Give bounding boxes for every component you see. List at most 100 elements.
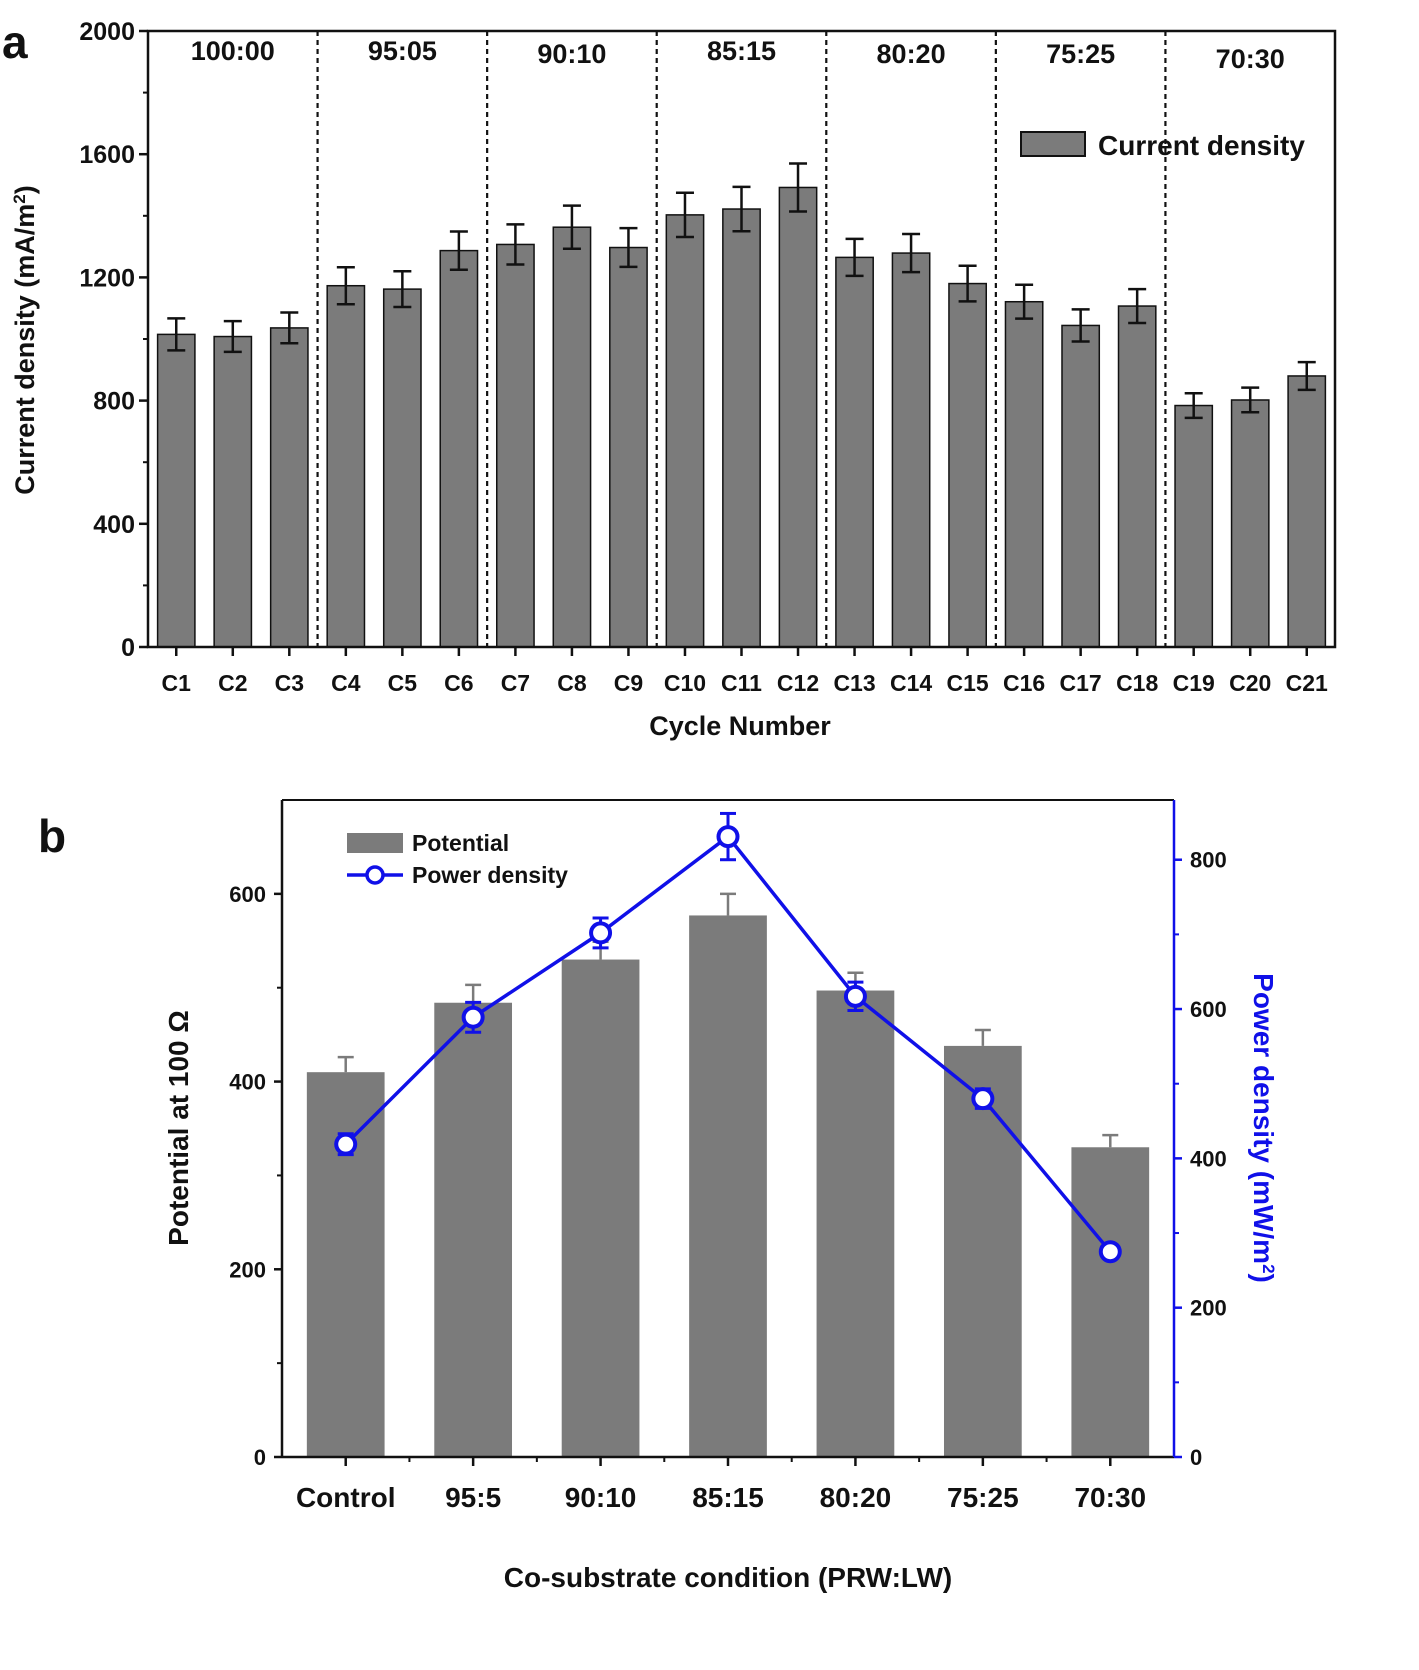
- right-y-tick-label-200: 200: [1190, 1296, 1227, 1321]
- y-tick-label-1200: 1200: [79, 264, 135, 292]
- bar-c15: [948, 282, 987, 648]
- bar-c8: [552, 226, 592, 648]
- group-label-70-30: 70:30: [1216, 44, 1285, 74]
- y-tick-label-400: 400: [93, 511, 135, 539]
- x-tick-label-c12: C12: [777, 670, 819, 696]
- panel-b-left-y-axis-title: Potential at 100 Ω: [163, 1010, 194, 1246]
- x-tick-label-c18: C18: [1116, 670, 1158, 696]
- left-y-tick-label-600: 600: [229, 882, 266, 907]
- bar-c5: [382, 288, 422, 648]
- bar-c6: [439, 249, 479, 648]
- panel-a-legend: Current density: [1020, 130, 1305, 161]
- panel-a-bars: [156, 162, 1327, 648]
- left-y-tick-label-400: 400: [229, 1070, 266, 1095]
- right-y-tick-label-0: 0: [1190, 1445, 1202, 1470]
- legend-power-density-marker: [365, 865, 385, 885]
- bar-c2: [213, 335, 253, 648]
- group-label-95-05: 95:05: [368, 36, 437, 66]
- x-tick-label-c7: C7: [501, 670, 530, 696]
- legend-power-density-label: Power density: [412, 862, 568, 888]
- x-tick-label-c19: C19: [1173, 670, 1215, 696]
- left-y-tick-label-200: 200: [229, 1257, 266, 1282]
- panel-a-y-axis: 0 400 800 1200 1600 2000: [79, 18, 148, 662]
- panel-b-x-axis: Control 95:5 90:10 85:15 80:20 75:25 70:30: [296, 1457, 1146, 1513]
- power-point-95-5: [461, 1005, 485, 1029]
- panel-a-x-axis-title: Cycle Number: [649, 711, 831, 741]
- panel-a: a 100:00 95:05 90:10 85:15 80:20 75:25 70:30 0…: [2, 16, 1337, 741]
- bar-c9: [609, 246, 648, 648]
- group-label-90-10: 90:10: [537, 39, 606, 69]
- x-tick-label-70-30: 70:30: [1074, 1482, 1146, 1513]
- panel-b-right-y-axis: 0 200 400 600 800: [1174, 848, 1227, 1470]
- panel-b-label: b: [38, 810, 66, 862]
- x-tick-label-c10: C10: [664, 670, 706, 696]
- potential-bar-95-5: [434, 1002, 513, 1457]
- x-tick-label-control: Control: [296, 1482, 396, 1513]
- bar-c21: [1287, 375, 1327, 648]
- group-label-100-00: 100:00: [191, 36, 275, 66]
- panel-a-x-axis: C1 C2 C3 C4 C5 C6 C7 C8 C9 C10 C11 C12 C13 C14 C15 C16 C…: [162, 647, 1328, 696]
- bar-c19: [1174, 404, 1214, 648]
- x-tick-label-c13: C13: [833, 670, 875, 696]
- left-y-tick-label-0: 0: [254, 1445, 266, 1470]
- x-tick-label-95-5: 95:5: [445, 1482, 501, 1513]
- power-point-70-30: [1098, 1240, 1122, 1264]
- x-tick-label-c8: C8: [557, 670, 587, 696]
- panel-b-right-y-axis-title: Power density (mW/m2): [1248, 973, 1279, 1283]
- legend-potential-label: Potential: [412, 830, 509, 856]
- bar-c14: [891, 252, 931, 648]
- x-tick-label-c6: C6: [444, 670, 473, 696]
- x-tick-label-c9: C9: [614, 670, 643, 696]
- x-tick-label-90-10: 90:10: [565, 1482, 637, 1513]
- bar-c11: [722, 208, 761, 648]
- panel-b-power-line: [334, 811, 1122, 1264]
- x-tick-label-c5: C5: [388, 670, 418, 696]
- legend-current-density-label: Current density: [1098, 130, 1305, 161]
- bar-c13: [835, 256, 874, 648]
- x-tick-label-c15: C15: [946, 670, 988, 696]
- panel-a-group-dividers: 100:00 95:05 90:10 85:15 80:20 75:25 70:30: [191, 31, 1285, 647]
- panel-b-x-axis-title: Co-substrate condition (PRW:LW): [504, 1562, 953, 1593]
- x-tick-label-85-15: 85:15: [692, 1482, 764, 1513]
- bar-c7: [496, 243, 535, 648]
- legend-potential-swatch: [347, 833, 403, 853]
- x-tick-label-c1: C1: [162, 670, 192, 696]
- x-tick-label-c11: C11: [721, 670, 762, 696]
- x-tick-label-c20: C20: [1229, 670, 1271, 696]
- y-tick-label-0: 0: [121, 634, 135, 662]
- x-tick-label-c2: C2: [218, 670, 247, 696]
- potential-bar-75-25: [943, 1045, 1022, 1457]
- power-point-control: [334, 1132, 358, 1156]
- x-tick-label-80-20: 80:20: [820, 1482, 892, 1513]
- group-label-80-20: 80:20: [877, 39, 946, 69]
- potential-bar-80-20: [816, 990, 895, 1457]
- potential-bar-70-30: [1071, 1147, 1150, 1457]
- x-tick-label-c3: C3: [275, 670, 304, 696]
- x-tick-label-c4: C4: [331, 670, 361, 696]
- bar-c10: [665, 214, 705, 648]
- panel-b-legend: Potential Power density: [347, 830, 568, 888]
- right-y-tick-label-600: 600: [1190, 997, 1227, 1022]
- y-tick-label-2000: 2000: [79, 18, 135, 46]
- bar-c17: [1061, 324, 1101, 648]
- panel-b: b 0 200 400 600 0 200 400 600 800 Control 95:5 90…: [38, 799, 1279, 1593]
- bar-c18: [1117, 305, 1157, 648]
- panel-a-y-axis-title: Current density (mA/m2): [10, 185, 41, 495]
- power-point-75-25: [971, 1087, 995, 1111]
- x-tick-label-c14: C14: [890, 670, 932, 696]
- bar-c3: [269, 327, 309, 648]
- potential-bar-85-15: [689, 915, 767, 1457]
- panel-a-label: a: [2, 16, 28, 68]
- y-tick-label-800: 800: [93, 388, 135, 416]
- power-point-90-10: [589, 921, 613, 945]
- potential-bar-control: [306, 1072, 385, 1457]
- bar-c4: [326, 284, 366, 648]
- power-point-85-15: [716, 825, 740, 849]
- x-tick-label-75-25: 75:25: [947, 1482, 1019, 1513]
- panel-b-bars: [306, 892, 1150, 1457]
- power-point-80-20: [843, 984, 867, 1008]
- bar-c16: [1004, 300, 1044, 648]
- x-tick-label-c21: C21: [1286, 670, 1328, 696]
- group-label-75-25: 75:25: [1046, 39, 1115, 69]
